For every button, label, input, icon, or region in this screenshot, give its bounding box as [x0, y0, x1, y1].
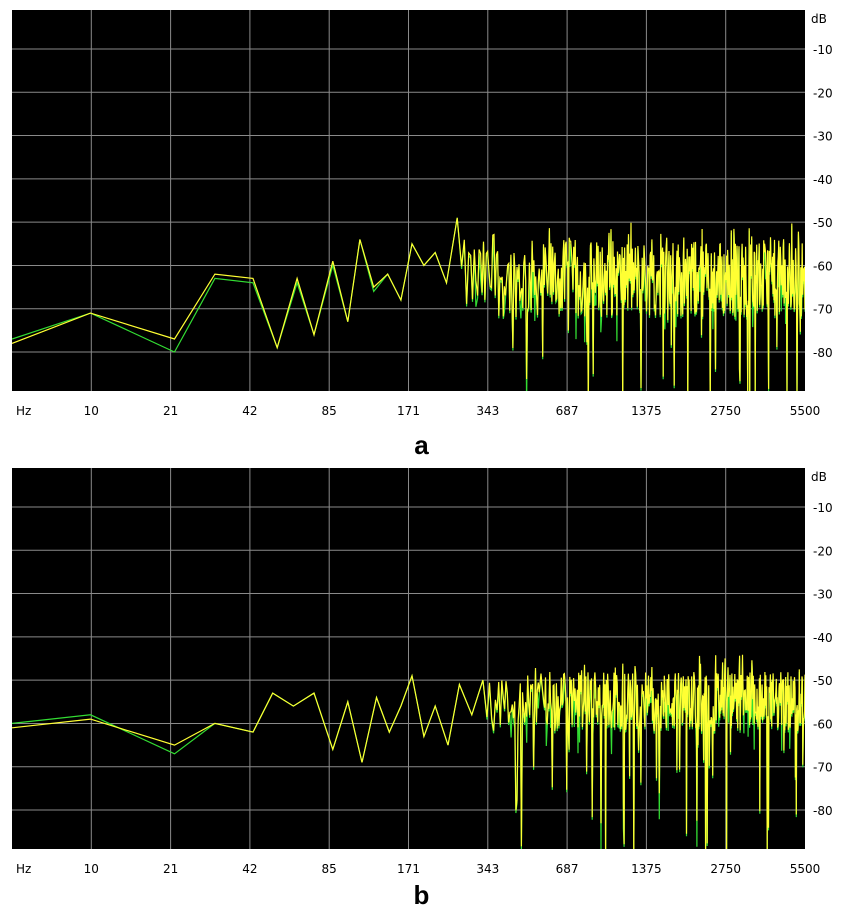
y-tick-label: -30 — [813, 130, 833, 144]
y-tick-label: -70 — [813, 303, 833, 317]
spectrum-panel-a: Hz 10 21 42 85 171 343 687 1375 2750 5500 dB -10 -20 -… — [0, 0, 843, 430]
x-unit-label: Hz — [16, 862, 31, 876]
y-tick-label: -60 — [813, 259, 833, 273]
x-unit-label: Hz — [16, 404, 31, 418]
x-tick-label: 1375 — [631, 404, 662, 418]
y-tick-label: -50 — [813, 216, 833, 230]
y-tick-label: -40 — [813, 173, 833, 187]
x-tick-label: 687 — [556, 404, 579, 418]
x-tick-label: 687 — [556, 862, 579, 876]
y-unit-label: dB — [811, 470, 827, 484]
x-tick-label: 2750 — [710, 404, 741, 418]
x-tick-label: 171 — [397, 862, 420, 876]
series-group — [12, 654, 805, 849]
panel-label-b: b — [413, 880, 430, 910]
x-tick-label: 85 — [322, 404, 337, 418]
x-tick-label: 343 — [476, 862, 499, 876]
y-tick-label: -20 — [813, 86, 833, 100]
y-tick-label: -10 — [813, 43, 833, 57]
y-tick-label: -40 — [813, 631, 833, 645]
y-tick-label: -70 — [813, 761, 833, 775]
x-tick-label: 85 — [322, 862, 337, 876]
y-tick-label: -80 — [813, 346, 833, 360]
x-tick-label: 10 — [84, 404, 99, 418]
y-tick-label: -50 — [813, 674, 833, 688]
x-tick-label: 5500 — [790, 862, 821, 876]
spectrum-chart-b: Hz 10 21 42 85 171 343 687 1375 2750 5500 dB -10 -20 -… — [0, 458, 843, 888]
x-tick-label: 5500 — [790, 404, 821, 418]
spectrum-chart-a: Hz 10 21 42 85 171 343 687 1375 2750 5500 dB -10 -20 -… — [0, 0, 843, 430]
x-tick-label: 10 — [84, 862, 99, 876]
x-tick-label: 21 — [163, 404, 178, 418]
y-tick-label: -30 — [813, 588, 833, 602]
x-tick-label: 343 — [476, 404, 499, 418]
series-line-yellow — [12, 654, 805, 849]
x-tick-label: 21 — [163, 862, 178, 876]
series-group — [12, 217, 805, 391]
x-tick-label: 42 — [242, 404, 257, 418]
y-tick-label: -20 — [813, 544, 833, 558]
x-tick-label: 42 — [242, 862, 257, 876]
x-tick-label: 1375 — [631, 862, 662, 876]
spectrum-panel-b: Hz 10 21 42 85 171 343 687 1375 2750 5500 dB -10 -20 -… — [0, 458, 843, 888]
x-tick-label: 2750 — [710, 862, 741, 876]
series-line-yellow — [12, 217, 805, 391]
y-unit-label: dB — [811, 12, 827, 26]
panel-label-a: a — [414, 430, 429, 460]
y-tick-label: -10 — [813, 501, 833, 515]
y-tick-label: -60 — [813, 717, 833, 731]
x-tick-label: 171 — [397, 404, 420, 418]
y-tick-label: -80 — [813, 804, 833, 818]
